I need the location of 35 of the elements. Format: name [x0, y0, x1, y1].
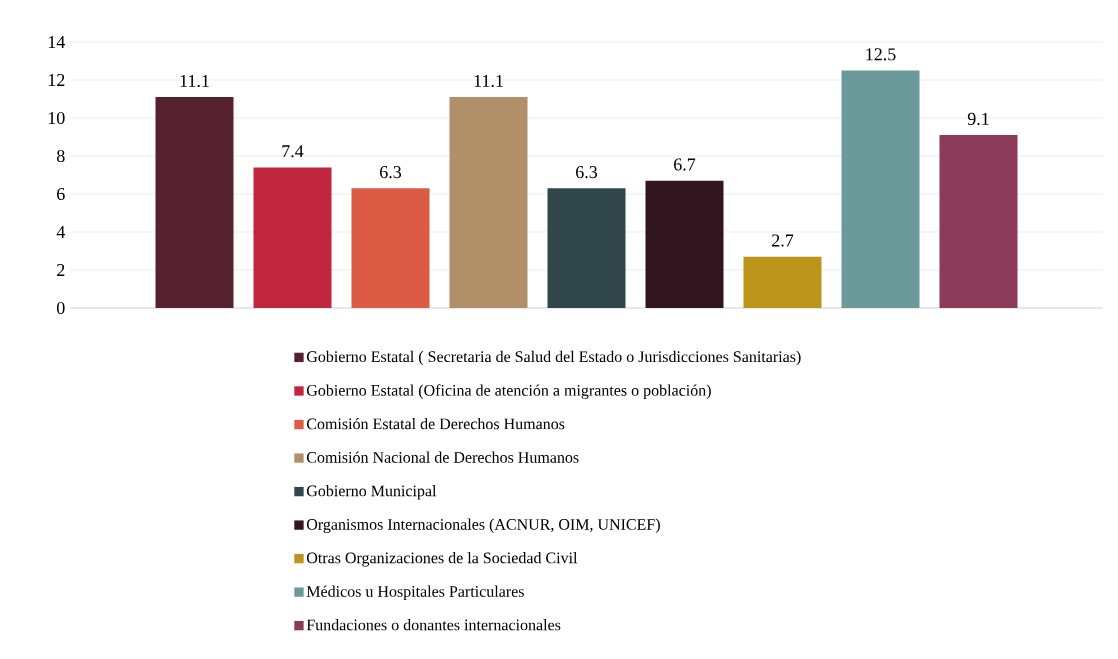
legend-label: Otras Organizaciones de la Sociedad Civil: [306, 552, 578, 567]
bar: [351, 188, 430, 308]
bar: [841, 70, 920, 308]
bar: [155, 97, 234, 308]
bar: [253, 167, 332, 308]
data-label: 9.1: [967, 112, 989, 126]
data-label: 7.4: [282, 145, 304, 158]
bar: [939, 135, 1018, 308]
data-label: 6.3: [380, 166, 402, 179]
legend-label: Comisión Nacional de Derechos Humanos: [306, 451, 579, 463]
y-tick-label: 6: [57, 187, 65, 201]
data-label: 12.5: [866, 48, 896, 61]
legend-label: Organismos Internacionales (ACNUR, OIM, UNICEF): [306, 518, 660, 534]
bar: [743, 256, 822, 308]
bar: [645, 180, 724, 308]
legend-label: Médicos u Hospitales Particulares: [306, 585, 524, 601]
legend-label: Fundaciones o donantes internacionales: [306, 619, 561, 631]
data-label: 11.1: [474, 74, 503, 88]
data-label: 6.3: [576, 166, 598, 179]
y-tick-label: 8: [56, 149, 65, 163]
data-label: 2.7: [772, 234, 794, 247]
y-tick-label: 2: [57, 264, 65, 276]
y-tick-label: 0: [56, 301, 65, 315]
legend-label: Gobierno Estatal (Oficina de atención a migrantes o población): [306, 384, 711, 400]
legend-label: Gobierno Municipal: [306, 485, 437, 500]
data-label: 6.7: [674, 158, 696, 171]
y-tick-label: 14: [48, 36, 66, 48]
data-label: 11.1: [180, 74, 209, 88]
bar: [449, 97, 528, 308]
legend-label: Gobierno Estatal ( Secretaria de Salud del Estado o Jurisdicciones Sanitarias): [306, 350, 801, 366]
y-tick-label: 10: [48, 111, 65, 125]
bar: [547, 188, 626, 308]
legend-label: Comisión Estatal de Derechos Humanos: [306, 418, 565, 430]
y-tick-label: 4: [56, 226, 66, 238]
y-tick-label: 12: [48, 74, 65, 86]
